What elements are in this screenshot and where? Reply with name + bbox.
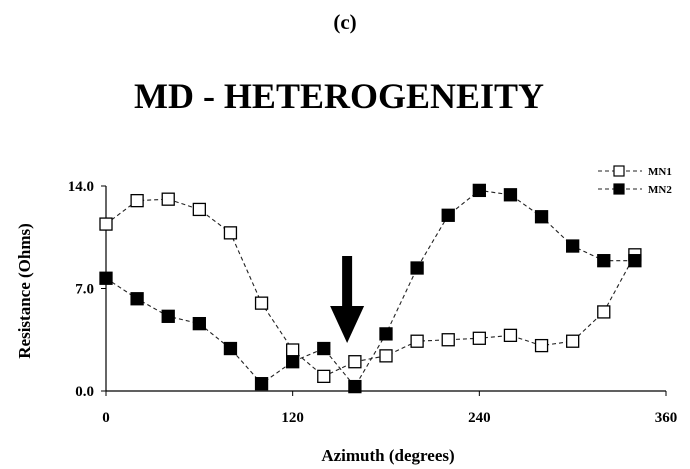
data-point	[410, 334, 424, 348]
y-tick-label: 0.0	[75, 384, 94, 400]
axes: 0 120 240 360 0.0 7.0 14.0	[68, 179, 678, 426]
data-point	[286, 343, 300, 357]
data-point	[379, 349, 393, 363]
x-axis-label: Azimuth (degrees)	[321, 446, 454, 465]
series-layer	[99, 183, 642, 394]
data-point	[223, 226, 238, 240]
data-point	[597, 305, 611, 319]
data-point	[379, 327, 393, 341]
data-point	[192, 316, 206, 331]
data-point	[410, 261, 424, 275]
x-tick-label: 0	[102, 410, 110, 426]
data-point	[503, 328, 518, 343]
data-point	[161, 309, 175, 323]
legend-item-MN2: MN2	[598, 183, 672, 196]
x-tick-label: 240	[468, 410, 491, 426]
legend-marker	[613, 183, 625, 195]
series-MN1	[99, 192, 642, 384]
legend-label: MN1	[648, 166, 672, 178]
data-point	[503, 188, 518, 202]
arrow-shaft	[342, 256, 353, 308]
series-line	[105, 189, 635, 388]
legend-label: MN2	[648, 184, 672, 196]
data-point	[441, 208, 455, 222]
data-point	[254, 377, 269, 391]
data-point	[441, 333, 455, 347]
data-point	[130, 193, 144, 208]
data-point	[192, 202, 206, 217]
data-point	[317, 369, 331, 384]
series-MN2	[99, 183, 642, 394]
down-arrow-icon	[330, 256, 365, 343]
data-point	[161, 192, 175, 206]
data-point	[286, 355, 300, 369]
data-point	[254, 296, 269, 310]
x-tick-label: 360	[655, 410, 678, 426]
y-tick-label: 14.0	[68, 179, 94, 195]
data-point	[597, 254, 611, 268]
data-point	[472, 331, 486, 345]
x-tick-label: 120	[281, 410, 304, 426]
y-axis-label: Resistance (Ohms)	[15, 223, 34, 359]
annotation-layer	[330, 256, 365, 343]
data-point	[566, 334, 580, 348]
data-point	[628, 254, 642, 268]
data-point	[130, 292, 144, 306]
data-point	[348, 355, 362, 369]
data-point	[348, 379, 362, 394]
data-point	[99, 217, 113, 231]
data-point	[99, 271, 113, 285]
panel-label: (c)	[333, 10, 357, 34]
data-point	[566, 239, 580, 253]
data-point	[534, 338, 549, 353]
data-point	[472, 183, 486, 198]
y-tick-label: 7.0	[75, 282, 94, 298]
legend: MN1 MN2	[598, 165, 672, 196]
data-point	[534, 210, 549, 224]
chart-title: MD - HETEROGENEITY	[134, 76, 544, 116]
legend-marker	[613, 165, 625, 177]
data-point	[223, 341, 238, 356]
legend-item-MN1: MN1	[598, 165, 672, 178]
series-line	[105, 198, 636, 378]
arrow-head	[330, 306, 365, 343]
data-point	[317, 341, 331, 356]
